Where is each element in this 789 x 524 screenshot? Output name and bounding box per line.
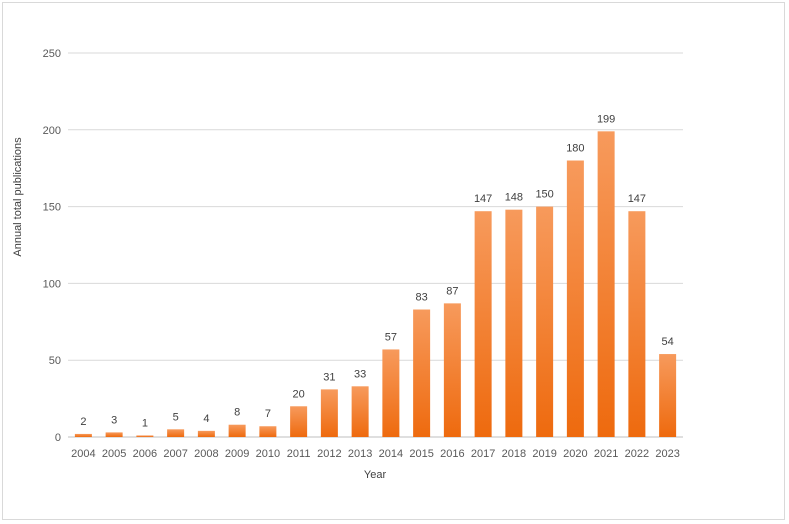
data-label-2016: 87 [446,285,458,297]
data-label-2014: 57 [385,331,397,343]
bar-2022 [628,211,646,437]
data-label-2015: 83 [416,292,428,304]
bar-2013 [351,386,369,437]
y-tick-label: 0 [55,432,61,444]
data-label-2021: 199 [597,113,615,125]
x-tick-label-2006: 2006 [133,448,157,460]
bar-2016 [443,303,461,437]
bar-2023 [659,354,677,437]
x-tick-label-2008: 2008 [194,448,218,460]
x-tick-label-2005: 2005 [102,448,126,460]
bar-2007 [167,429,185,437]
x-tick-label-2020: 2020 [563,448,587,460]
y-tick-label: 100 [43,278,61,290]
x-tick-label-2016: 2016 [440,448,464,460]
data-label-2022: 147 [628,193,646,205]
x-tick-label-2004: 2004 [71,448,95,460]
bar-2005 [105,432,123,437]
bar-2011 [290,406,308,437]
x-tick-label-2019: 2019 [532,448,556,460]
x-tick-label-2012: 2012 [317,448,341,460]
bars [74,131,677,437]
bar-2017 [474,211,492,437]
bar-2008 [197,430,215,437]
data-label-2006: 1 [142,417,148,429]
data-label-2008: 4 [203,413,209,425]
bar-2009 [228,424,246,437]
x-tick-label-2014: 2014 [379,448,403,460]
y-tick-label: 200 [43,125,61,137]
x-tick-label-2013: 2013 [348,448,372,460]
data-label-2018: 148 [505,192,523,204]
bar-2019 [536,206,554,437]
x-tick-label-2022: 2022 [625,448,649,460]
bar-2004 [74,433,92,437]
x-tick-label-2017: 2017 [471,448,495,460]
bar-2021 [597,131,615,437]
data-label-2023: 54 [662,336,674,348]
data-label-2017: 147 [474,193,492,205]
x-tick-label-2023: 2023 [655,448,679,460]
x-axis-title: Year [364,469,387,481]
y-tick-labels: 0 50 100 150 200 250 [43,48,61,444]
y-axis-title: Annual total publications [12,137,24,257]
x-tick-label-2018: 2018 [502,448,526,460]
data-label-2010: 7 [265,408,271,420]
data-label-2011: 20 [293,388,305,400]
y-tick-label: 250 [43,48,61,60]
x-tick-label-2015: 2015 [409,448,433,460]
data-label-2013: 33 [354,368,366,380]
x-tick-label-2011: 2011 [287,448,311,460]
bar-2020 [566,160,584,437]
bar-2012 [320,389,338,437]
bar-2010 [259,426,277,437]
y-tick-label: 150 [43,202,61,214]
gridlines [68,52,683,438]
x-tick-label-2007: 2007 [163,448,187,460]
x-tick-label-2021: 2021 [594,448,618,460]
data-label-2004: 2 [80,416,86,428]
bar-2018 [505,209,523,437]
x-tick-labels: 2004 2005 2006 2007 2008 2009 2010 2011 2012 2013… [71,448,680,460]
x-tick-label-2010: 2010 [256,448,280,460]
data-label-2009: 8 [234,407,240,419]
bar-2006 [136,435,154,437]
data-label-2005: 3 [111,414,117,426]
x-tick-label-2009: 2009 [225,448,249,460]
data-label-2012: 31 [323,371,335,383]
data-label-2019: 150 [535,189,553,201]
data-label-2007: 5 [173,411,179,423]
bar-2015 [413,309,431,437]
data-label-2020: 180 [566,143,584,155]
bar-2014 [382,349,400,437]
y-tick-label: 50 [49,355,61,367]
